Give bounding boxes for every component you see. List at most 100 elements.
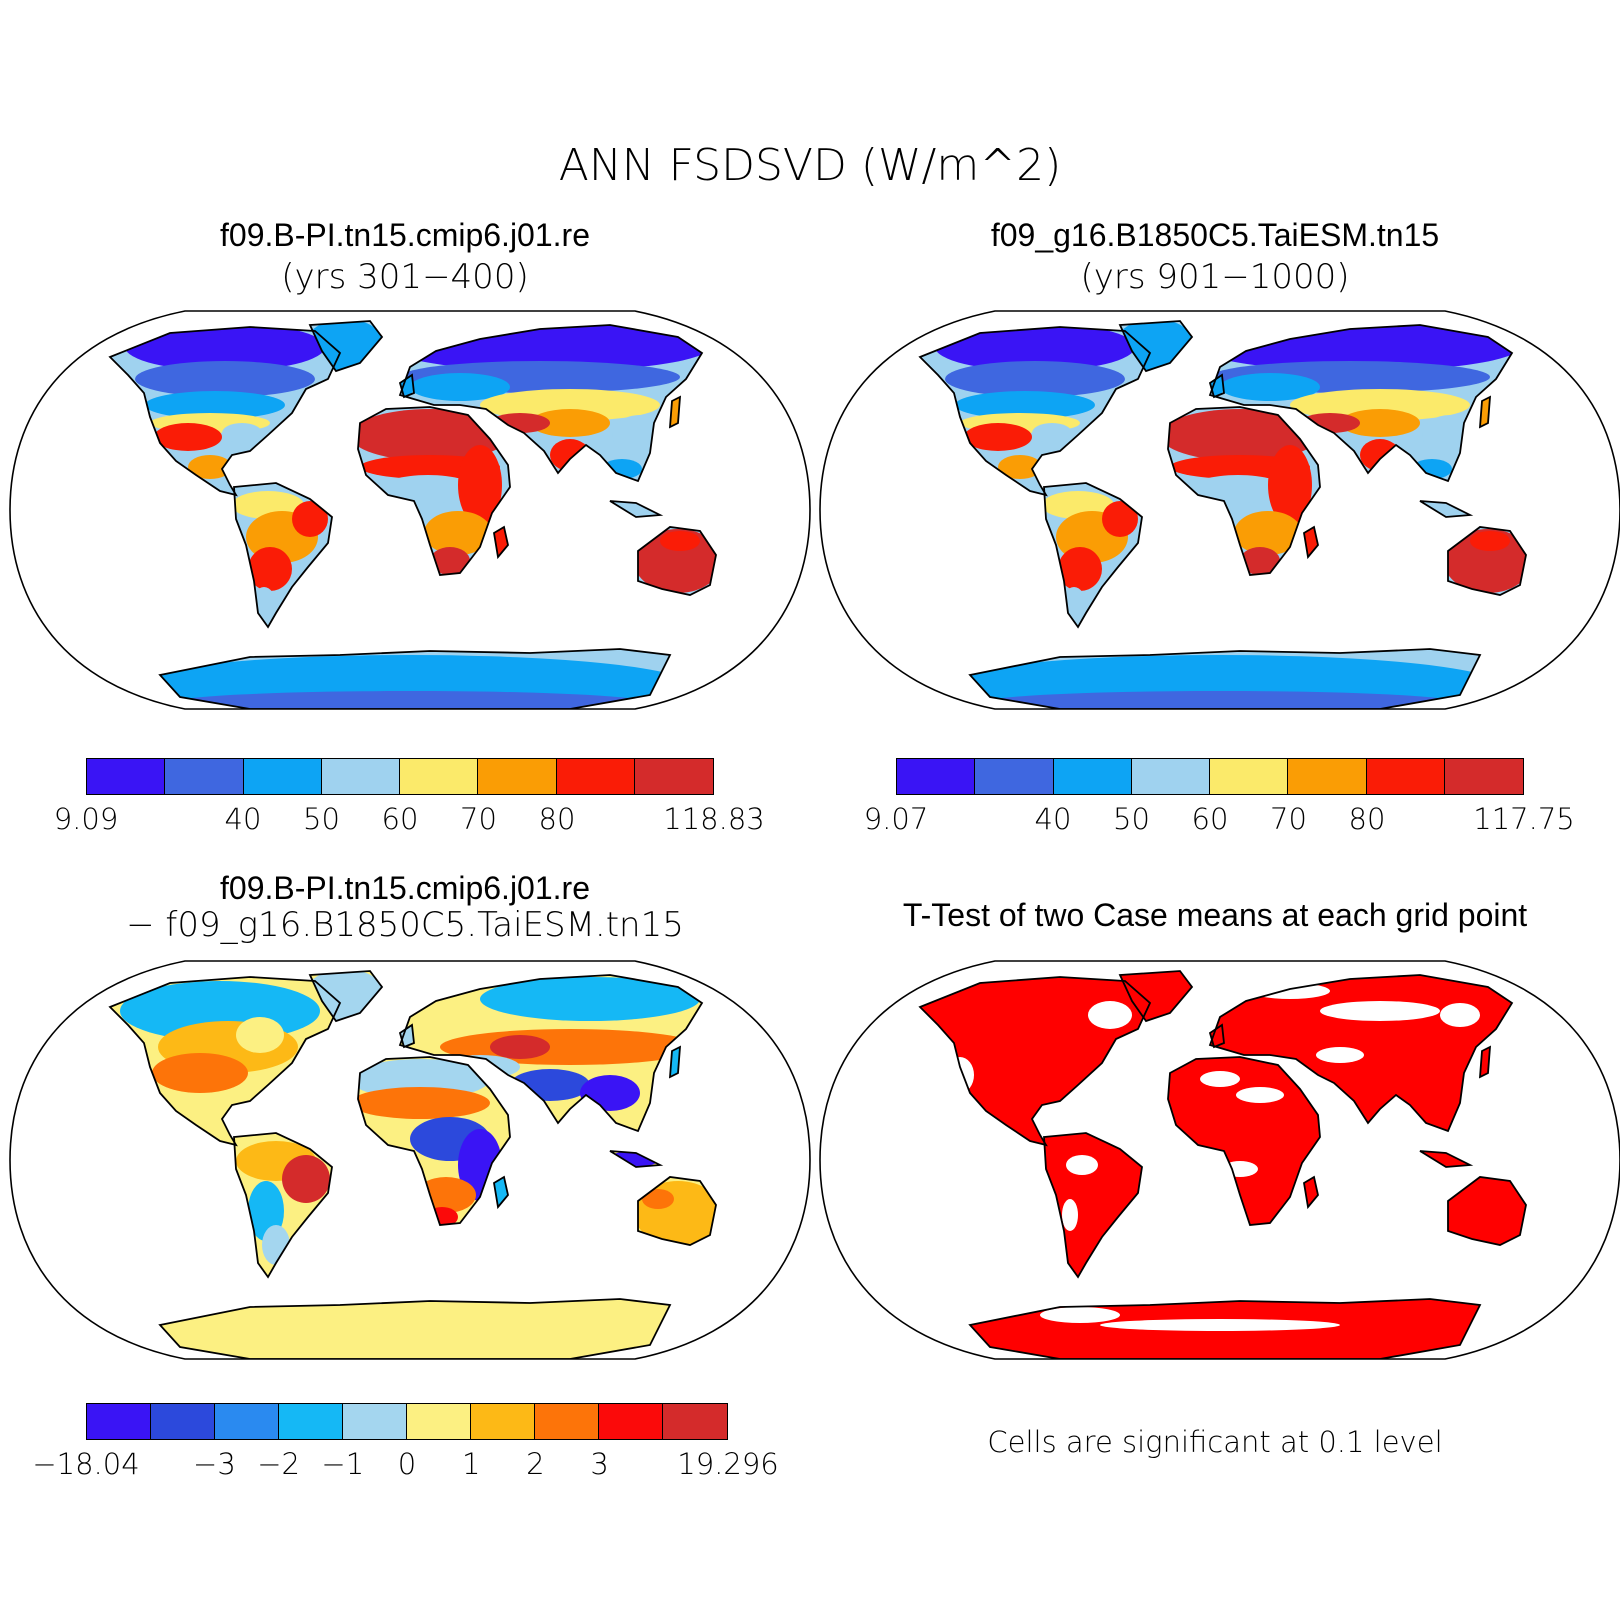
coastline — [609, 1150, 664, 1168]
colorbar-swatch — [87, 759, 166, 794]
coastline — [1447, 1176, 1527, 1246]
colorbar-tick-label: 60 — [1191, 802, 1229, 836]
colorbar-panel-1 — [86, 758, 714, 795]
colorbar-tick-label: 117.75 — [1473, 802, 1575, 836]
colorbar-panel-3 — [86, 1403, 728, 1440]
coastline — [493, 1175, 509, 1210]
contour-region — [1290, 389, 1470, 421]
contour-region — [580, 1075, 640, 1111]
colorbar-tick-label: 70 — [460, 802, 497, 836]
contour-region — [1240, 547, 1280, 575]
coastline — [668, 1045, 682, 1079]
land-africa — [1168, 1057, 1320, 1225]
coastline — [1419, 500, 1474, 518]
figure-title: ANN FSDSVD (W/m^2) — [558, 140, 1062, 191]
coastline — [158, 1298, 672, 1359]
colorbar-tick-label: −1 — [321, 1447, 365, 1481]
coastline — [1167, 406, 1321, 576]
colorbar-tick-label: 40 — [1034, 802, 1072, 836]
land-australia — [1448, 1177, 1526, 1245]
coastline — [398, 373, 415, 399]
coastline — [493, 525, 509, 560]
contour-region — [510, 1069, 590, 1101]
colorbar-tick-label: 50 — [1113, 802, 1150, 836]
non-significant-region — [1236, 1087, 1284, 1103]
contour-region — [998, 455, 1042, 479]
contour-region — [170, 691, 650, 709]
contour-region — [380, 475, 476, 503]
coastline — [1167, 1056, 1321, 1226]
coastline — [918, 976, 1152, 1147]
contour-region — [145, 391, 285, 419]
colorbar-swatch — [535, 1404, 599, 1439]
coastline — [398, 324, 704, 483]
colorbar-swatch — [1288, 759, 1367, 794]
colorbar-swatch — [663, 1404, 727, 1439]
colorbar-swatch — [478, 759, 557, 794]
colorbar-swatch — [165, 759, 244, 794]
contour-region — [160, 1299, 670, 1359]
contour-region — [1360, 439, 1400, 471]
colorbar-swatch — [243, 759, 322, 794]
colorbar-tick-label: 80 — [538, 802, 576, 836]
colorbar-swatch — [279, 1404, 343, 1439]
non-significant-region — [1088, 1001, 1132, 1029]
coastline — [1208, 974, 1514, 1133]
coastline — [1118, 320, 1194, 373]
contour-region — [1470, 531, 1510, 551]
significance-note: Cells are significant at 0.1 level — [987, 1425, 1443, 1459]
contour-region — [410, 373, 510, 401]
colorbar-swatch — [87, 1404, 151, 1439]
coastline — [637, 1176, 717, 1246]
panel-1-title: f09.B-PI.tn15.cmip6.j01.re — [220, 217, 590, 253]
colorbar-tick-label: 80 — [1348, 802, 1386, 836]
colorbar-tick-label: 19.296 — [677, 1447, 779, 1481]
contour-region — [282, 1155, 330, 1203]
colorbar-tick-label: −2 — [257, 1447, 300, 1481]
contour-region — [135, 361, 315, 397]
contour-region — [1340, 409, 1420, 437]
contour-region — [660, 531, 700, 551]
land-uk — [1210, 1025, 1224, 1047]
coastline — [968, 648, 1482, 709]
contour-region — [490, 1035, 550, 1059]
contour-region — [1220, 373, 1320, 401]
coastline — [398, 1023, 415, 1049]
coastline — [1208, 324, 1514, 483]
coastline — [233, 482, 333, 629]
non-significant-region — [1062, 1199, 1078, 1231]
colorbar-tick-label: 60 — [381, 802, 419, 836]
contour-region — [964, 423, 1032, 451]
coastline — [1118, 970, 1194, 1023]
coastline — [108, 976, 342, 1147]
contour-region — [1032, 423, 1072, 443]
colorbar-swatch — [400, 759, 479, 794]
colorbar-swatch — [321, 759, 400, 794]
colorbar-swatch — [343, 1404, 407, 1439]
coastline — [668, 395, 682, 429]
colorbar-tick-label: 1 — [461, 1447, 481, 1481]
colorbar-tick-label: −18.04 — [32, 1447, 140, 1481]
coastline — [357, 1056, 511, 1226]
map-panel-4 — [819, 960, 1620, 1360]
non-significant-region — [1066, 1155, 1098, 1175]
contour-region — [1168, 409, 1320, 461]
coastline — [308, 970, 384, 1023]
colorbar-swatch — [407, 1404, 471, 1439]
non-significant-region — [1440, 1003, 1480, 1027]
contour-region — [1268, 445, 1312, 525]
coastline — [918, 326, 1152, 497]
contour-region — [222, 423, 262, 443]
colorbar-swatch — [599, 1404, 663, 1439]
coastline — [357, 406, 511, 576]
map-panel-2 — [819, 310, 1620, 710]
coastline — [1208, 373, 1225, 399]
non-significant-region — [946, 1057, 974, 1093]
colorbar-swatch — [556, 759, 635, 794]
contour-region — [480, 389, 660, 421]
colorbar-tick-label: 0 — [397, 1447, 417, 1481]
colorbar-swatch — [634, 759, 713, 794]
contour-region — [1422, 415, 1478, 455]
colorbar-swatch — [471, 1404, 535, 1439]
colorbar-tick-label: 50 — [303, 802, 340, 836]
